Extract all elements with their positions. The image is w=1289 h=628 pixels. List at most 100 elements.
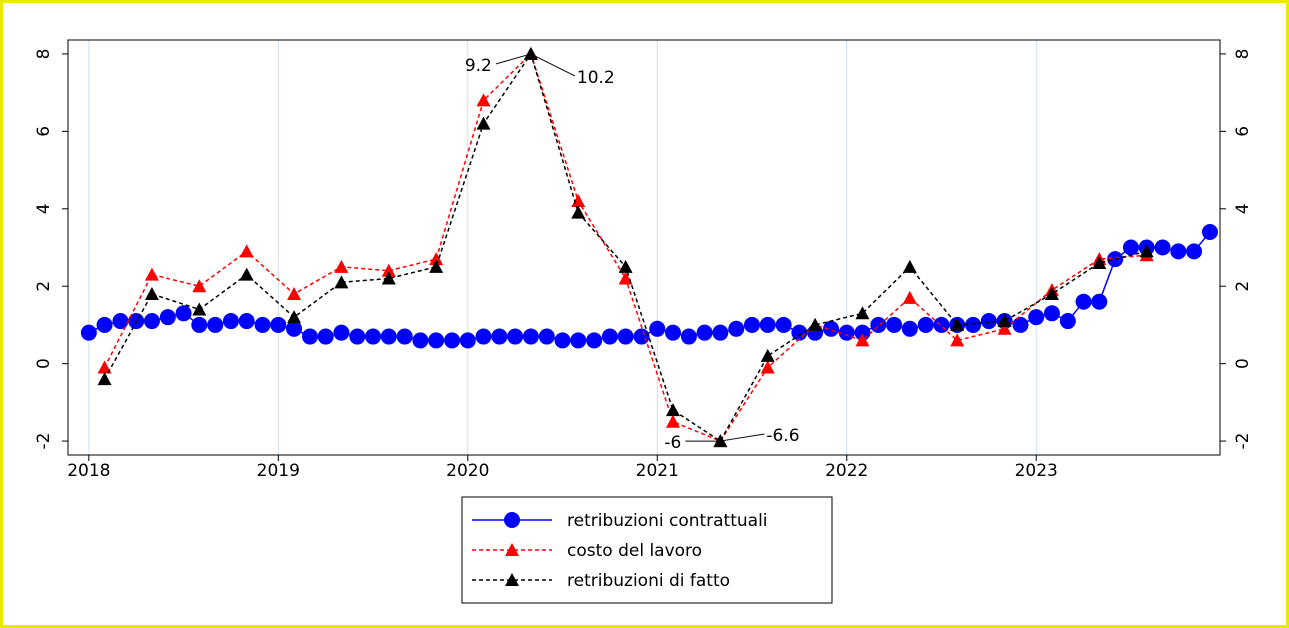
data-point (412, 332, 429, 349)
y-tick-label: 6 (34, 126, 54, 137)
data-point (680, 328, 697, 345)
series-line (103, 52, 1147, 443)
data-point (317, 328, 334, 345)
data-point (1186, 243, 1203, 260)
data-point (838, 324, 855, 341)
data-point (997, 314, 1012, 328)
data-point (112, 313, 129, 330)
data-point (712, 324, 729, 341)
legend-label: costo del lavoro (567, 541, 702, 561)
data-point (1139, 244, 1154, 258)
data-point (349, 328, 366, 345)
data-point (1012, 316, 1029, 333)
data-point (1028, 309, 1045, 326)
data-point (522, 328, 539, 345)
data-point (1044, 286, 1059, 300)
data-point (728, 320, 745, 337)
data-point (207, 316, 224, 333)
data-point (633, 328, 650, 345)
data-label: -6 (664, 433, 681, 453)
y2-tick-label: 8 (1233, 49, 1253, 60)
data-point (97, 360, 112, 374)
data-point (1201, 224, 1218, 241)
data-point (886, 316, 903, 333)
data-point (760, 360, 775, 374)
data-point (459, 332, 476, 349)
data-point (1075, 293, 1092, 310)
data-point (270, 316, 287, 333)
data-point (96, 316, 113, 333)
data-point (855, 306, 870, 320)
data-point (238, 313, 255, 330)
x-tick-label: 2018 (67, 461, 110, 481)
data-point (902, 290, 917, 304)
data-point (239, 267, 254, 281)
data-point (665, 403, 680, 417)
data-point (97, 372, 112, 386)
legend: retribuzioni contrattuali costo del lavor… (461, 496, 833, 604)
x-tick-label: 2023 (1015, 461, 1058, 481)
data-point (571, 194, 586, 208)
data-label: -6.6 (766, 426, 799, 446)
data-point (286, 320, 303, 337)
data-point (617, 328, 634, 345)
data-point (175, 305, 192, 322)
plot-area (67, 39, 1221, 456)
data-point (901, 320, 918, 337)
data-point (980, 313, 997, 330)
data-point (665, 414, 680, 428)
data-point (444, 332, 461, 349)
data-point (143, 313, 160, 330)
data-point (997, 321, 1012, 335)
data-point (365, 328, 382, 345)
data-point (287, 286, 302, 300)
data-point (618, 271, 633, 285)
data-point (950, 317, 965, 331)
y2-tick-label: -2 (1233, 433, 1253, 450)
legend-label: retribuzioni di fatto (567, 571, 730, 591)
y2-tick-label: 4 (1233, 203, 1253, 214)
data-point (570, 332, 587, 349)
data-point (476, 116, 491, 130)
data-point (902, 259, 917, 273)
data-point (80, 324, 97, 341)
data-point (1059, 313, 1076, 330)
data-point (1154, 239, 1171, 256)
data-point (950, 333, 965, 347)
data-point (760, 348, 775, 362)
data-point (192, 302, 207, 316)
data-point (933, 316, 950, 333)
legend-marker (505, 573, 519, 586)
data-point (1092, 255, 1107, 269)
data-point (507, 328, 524, 345)
data-point (1091, 293, 1108, 310)
data-point (538, 328, 555, 345)
data-point (791, 324, 808, 341)
y-tick-label: 0 (34, 358, 54, 369)
data-point (1170, 243, 1187, 260)
data-point (808, 317, 823, 331)
data-label: 9.2 (465, 56, 492, 76)
data-point (254, 316, 271, 333)
data-point (855, 333, 870, 347)
data-point (222, 313, 239, 330)
data-point (476, 93, 491, 107)
x-tick-label: 2021 (636, 461, 679, 481)
legend-marker (505, 543, 519, 556)
data-point (571, 205, 586, 219)
data-point (192, 279, 207, 293)
data-point (159, 309, 176, 326)
y-tick-label: 4 (34, 203, 54, 214)
data-point (334, 275, 349, 289)
x-tick-label: 2020 (446, 461, 489, 481)
y2-tick-label: 0 (1233, 358, 1253, 369)
data-point (144, 267, 159, 281)
data-point (491, 328, 508, 345)
y-tick-label: 8 (34, 49, 54, 60)
data-point (618, 259, 633, 273)
series-line (103, 52, 1147, 442)
data-point (965, 316, 982, 333)
data-point (239, 244, 254, 258)
label-leader (530, 53, 576, 77)
